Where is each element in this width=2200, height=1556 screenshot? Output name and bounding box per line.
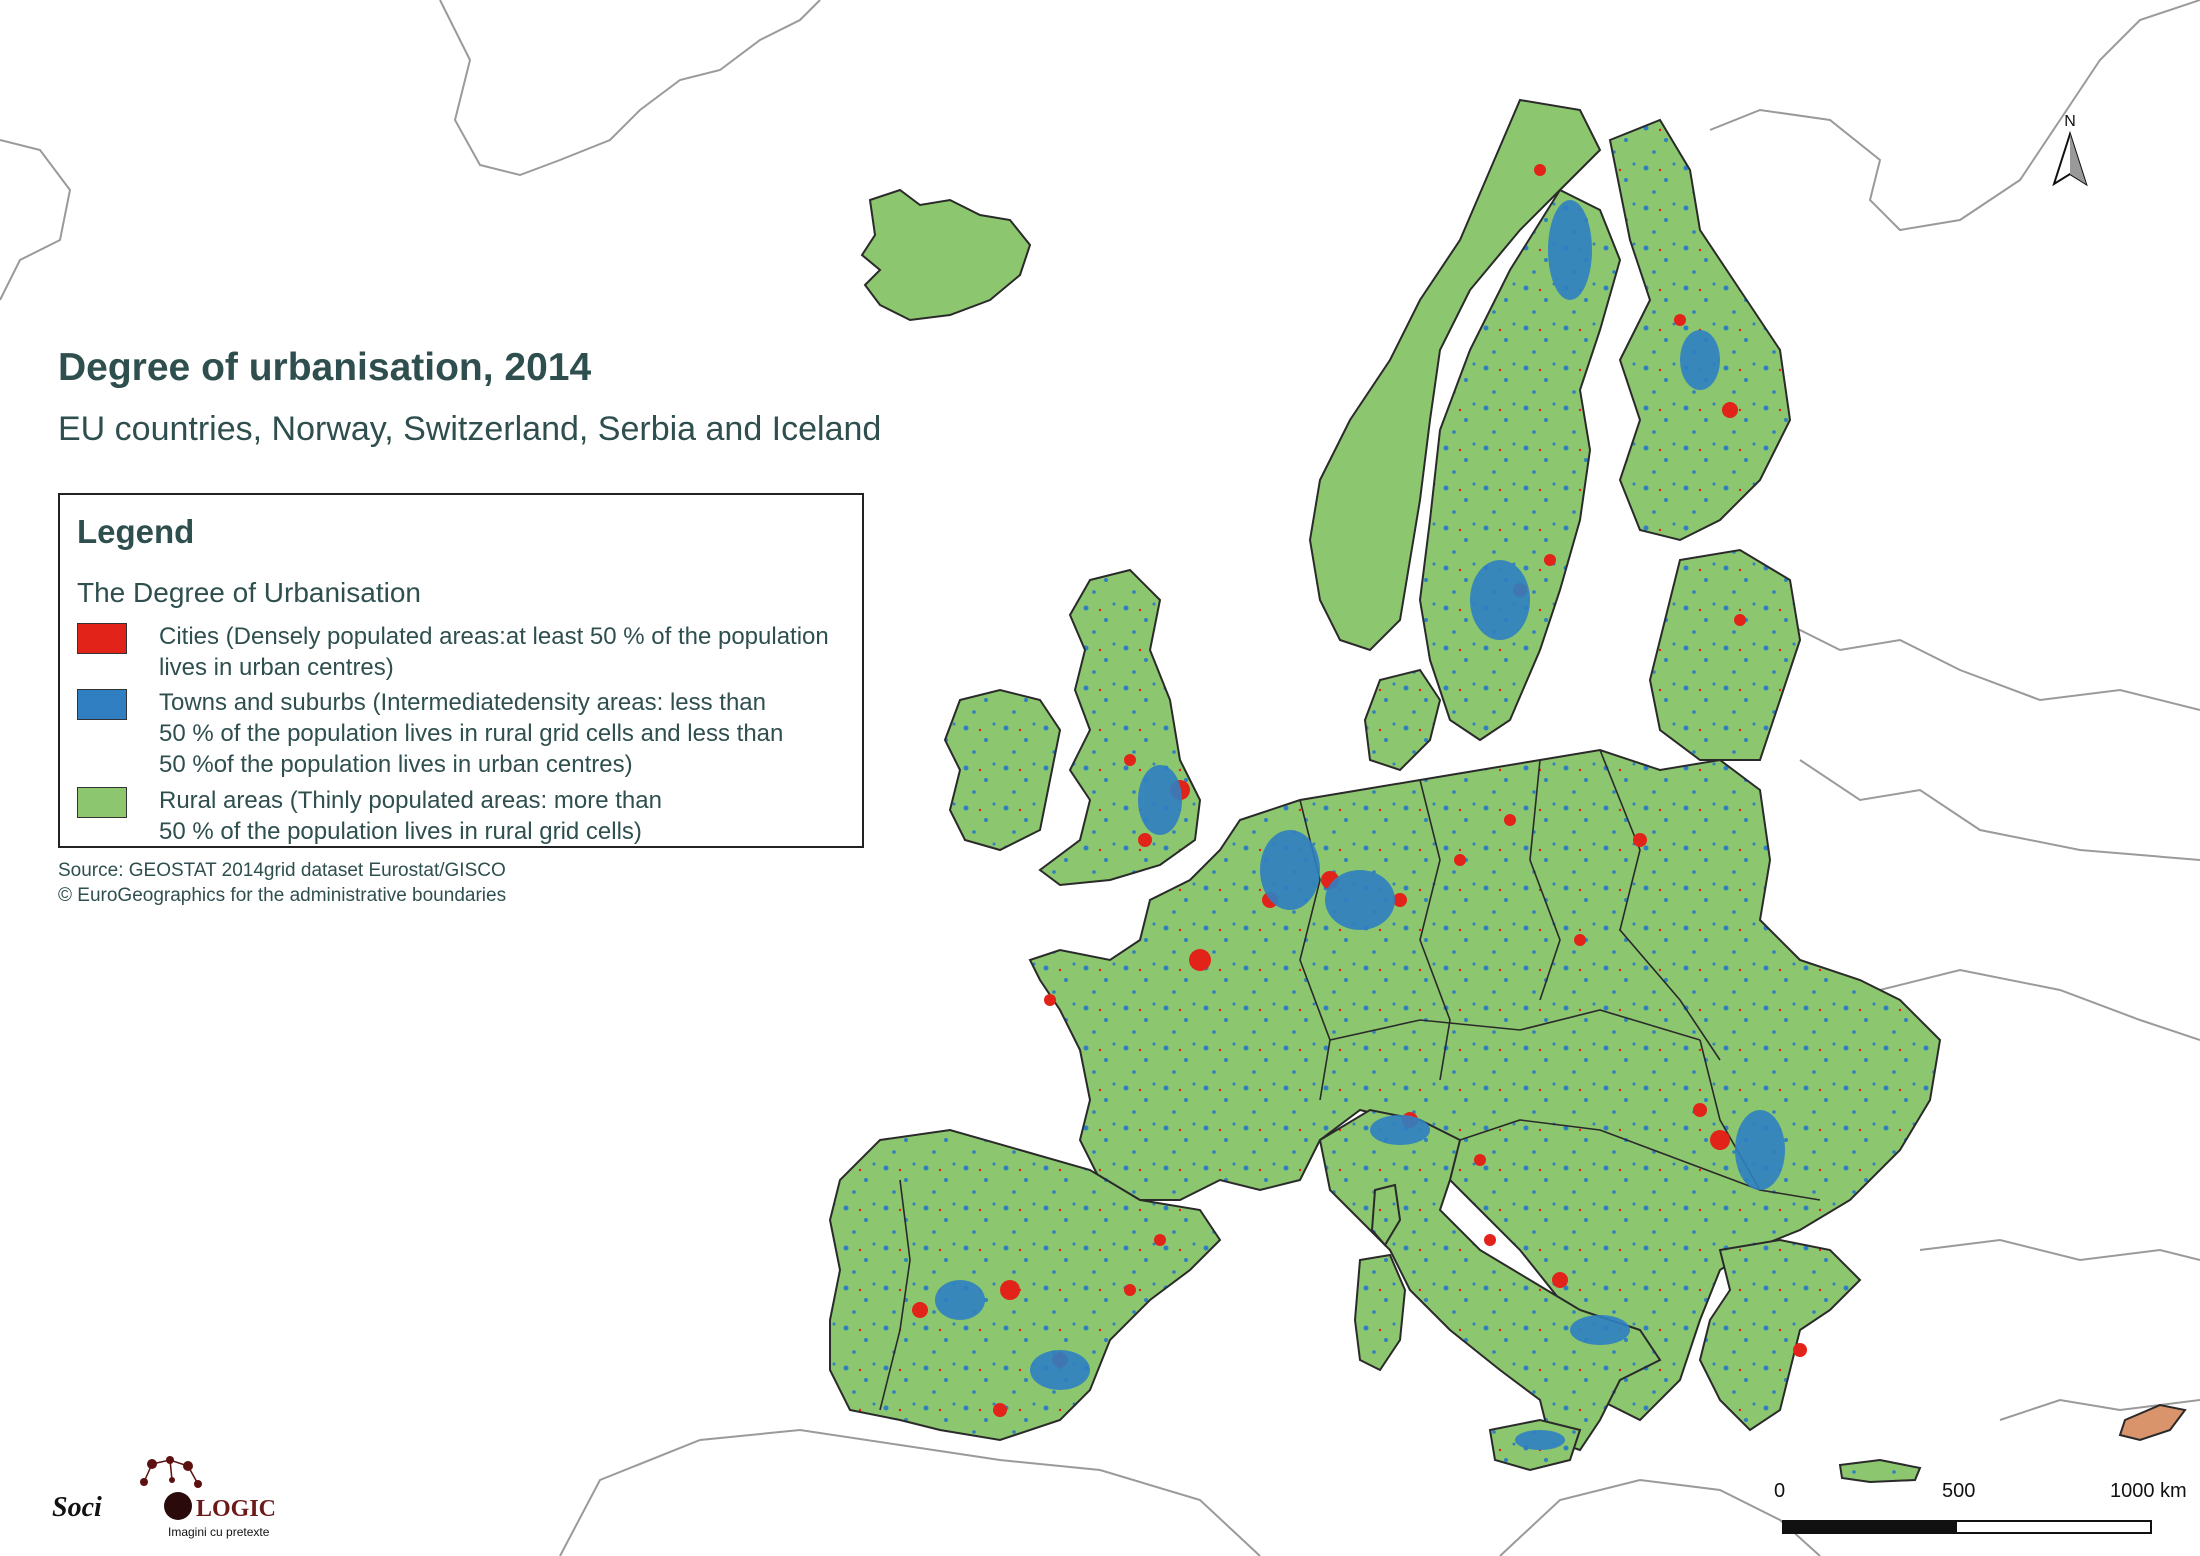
- denmark: [1363, 668, 1442, 772]
- scale-label-1000: 1000 km: [2110, 1480, 2187, 1502]
- town-areas: [935, 200, 1785, 1450]
- logo-tagline: Imagini cu pretexte: [168, 1525, 270, 1539]
- cyprus: [2118, 1403, 2187, 1442]
- ireland: [943, 688, 1062, 852]
- logo-text-left: Soci: [52, 1492, 102, 1523]
- north-arrow-icon: N: [2052, 113, 2088, 187]
- legend-item-text: Rural areas (Thinly populated areas: mor…: [159, 787, 662, 845]
- sweden: [1418, 188, 1622, 742]
- map-title: Degree of urbanisation, 2014: [58, 346, 592, 389]
- rural-swatch: [77, 787, 127, 818]
- baltic-states: [1648, 548, 1802, 761]
- scale-bar: [1782, 1520, 2152, 1534]
- legend-item-text: Towns and suburbs (Intermediatedensity a…: [159, 689, 784, 778]
- iceland: [860, 188, 1032, 322]
- italy: [1318, 1108, 1662, 1452]
- great-britain: [1038, 568, 1202, 887]
- map-subtitle: EU countries, Norway, Switzerland, Serbi…: [58, 410, 882, 448]
- north-arrow: N: [2048, 112, 2092, 190]
- crete: [1838, 1458, 1922, 1484]
- greece: [1698, 1238, 1862, 1432]
- sociologic-logo: Soci LOGIC Imagini cu pretexte: [48, 1450, 278, 1540]
- legend-title: Legend: [77, 513, 195, 550]
- norway: [1308, 98, 1602, 652]
- sardinia: [1353, 1253, 1407, 1372]
- scale-label-0: 0: [1774, 1480, 1786, 1502]
- corsica: [1370, 1183, 1402, 1247]
- logo-text-right: LOGIC: [196, 1496, 276, 1522]
- source-note: Source: GEOSTAT 2014grid dataset Eurosta…: [58, 860, 507, 906]
- country-borders: [879, 749, 1821, 1411]
- north-label: N: [2064, 113, 2076, 130]
- towns-swatch: [77, 689, 127, 720]
- legend-subtitle: The Degree of Urbanisation: [77, 577, 421, 608]
- legend-item-text: Cities (Densely populated areas:at least…: [159, 623, 829, 681]
- scale-label-500: 500: [1942, 1480, 1976, 1502]
- cities-swatch: [77, 623, 127, 654]
- legend-box: Legend The Degree of Urbanisation Cities…: [58, 493, 864, 848]
